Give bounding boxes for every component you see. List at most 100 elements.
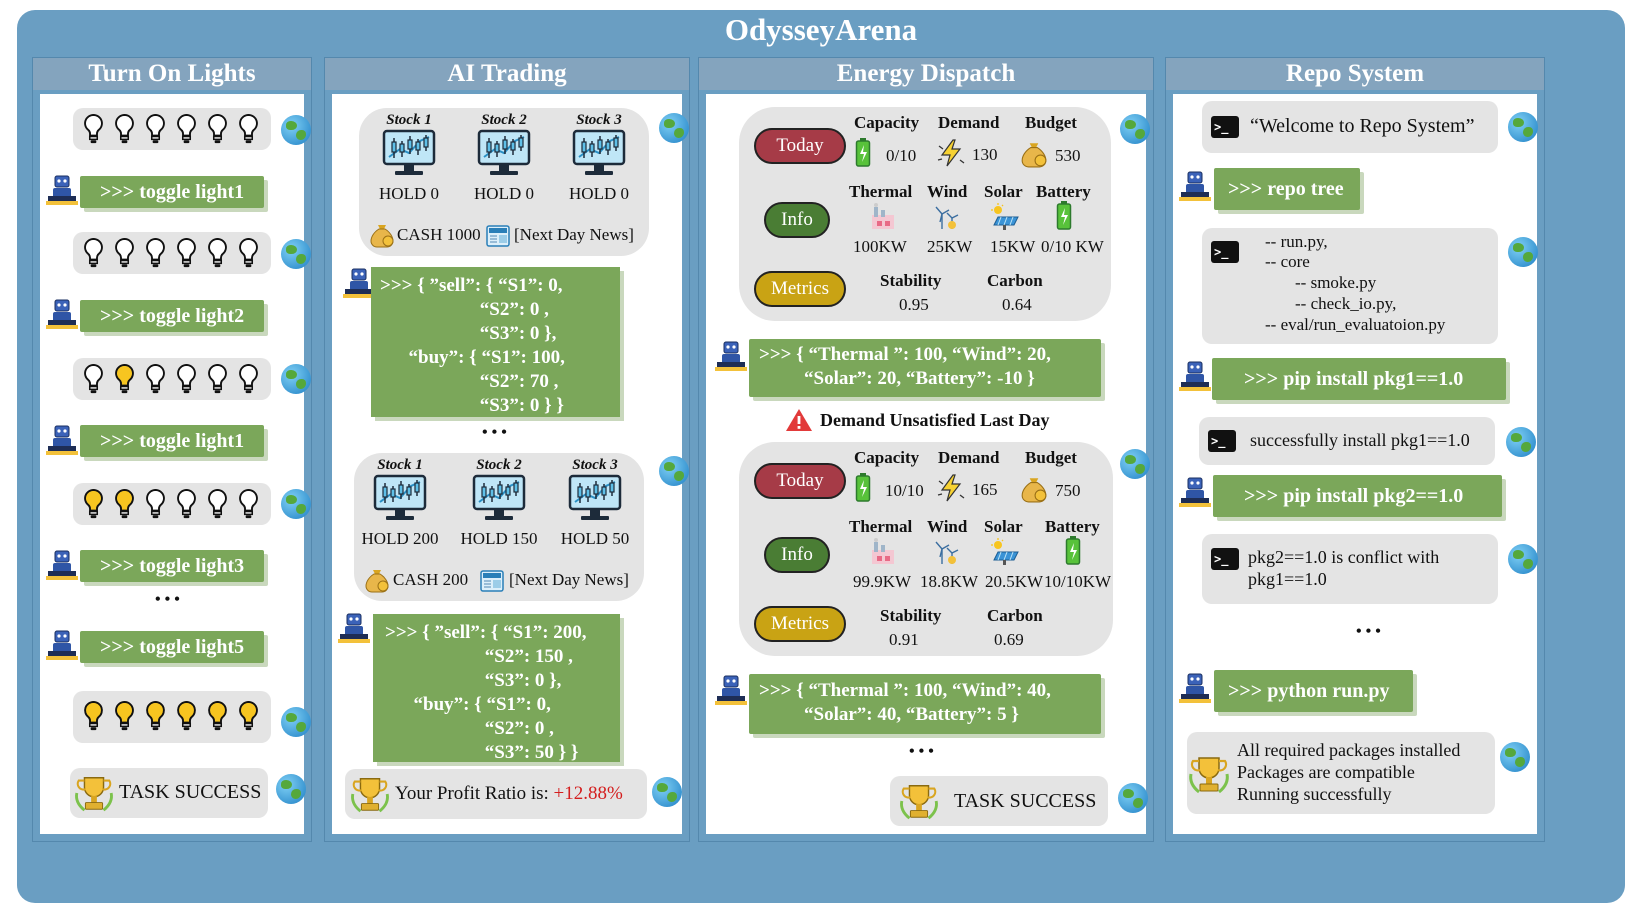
metrics-pill: Metrics xyxy=(754,271,846,307)
hold-value: HOLD 150 xyxy=(460,529,538,548)
info-pill: Info xyxy=(764,202,830,238)
stock-name: Stock 1 xyxy=(377,457,423,473)
robot-icon xyxy=(46,298,78,330)
carbon-value: 0.69 xyxy=(994,630,1024,649)
wind-header: Wind xyxy=(927,182,968,201)
panel-title: AI Trading xyxy=(325,58,689,90)
warning-text: Demand Unsatisfied Last Day xyxy=(820,410,1050,430)
profit-box: Your Profit Ratio is: +12.88% xyxy=(345,769,647,819)
battery-value: 10/10KW xyxy=(1044,572,1112,591)
cash-value: CASH 200 xyxy=(393,570,469,589)
news-icon xyxy=(479,569,505,593)
today-pill: Today xyxy=(754,128,846,164)
globe-icon xyxy=(281,115,311,145)
trophy-icon xyxy=(73,772,115,814)
globe-icon xyxy=(1120,449,1150,479)
factory-icon xyxy=(869,538,897,566)
lights-row xyxy=(81,363,261,395)
bulb-off-icon xyxy=(174,488,199,520)
battery-icon xyxy=(855,473,871,503)
capacity-value: 10/10 xyxy=(885,481,924,500)
globe-icon xyxy=(652,777,682,807)
action-command: >>> pip install pkg2==1.0 xyxy=(1213,475,1502,517)
robot-icon xyxy=(715,674,747,706)
budget-header: Budget xyxy=(1025,448,1077,467)
robot-icon xyxy=(1179,672,1211,704)
response-text: successfully install pkg1==1.0 xyxy=(1250,430,1470,450)
lights-row xyxy=(81,113,261,145)
lights-row xyxy=(81,488,261,520)
welcome-text: “Welcome to Repo System” xyxy=(1250,115,1475,137)
final-line: Running successfully xyxy=(1237,784,1392,804)
state-box xyxy=(73,358,271,400)
ellipsis: • • • xyxy=(482,424,507,441)
globe-icon xyxy=(281,364,311,394)
demand-value: 165 xyxy=(972,480,998,499)
lights-row xyxy=(81,237,261,269)
demand-header: Demand xyxy=(938,113,1000,132)
bulb-on-icon xyxy=(205,700,230,732)
bulb-on-icon xyxy=(174,700,199,732)
bulb-off-icon xyxy=(174,363,199,395)
capacity-value: 0/10 xyxy=(886,146,917,165)
panel-title: Repo System xyxy=(1166,58,1544,90)
state-box: >_ successfully install pkg1==1.0 xyxy=(1199,417,1495,465)
carbon-header: Carbon xyxy=(987,606,1043,625)
action-command: >>> python run.py xyxy=(1214,670,1413,712)
stock-name: Stock 1 xyxy=(386,112,432,128)
stability-header: Stability xyxy=(880,271,942,290)
budget-header: Budget xyxy=(1025,113,1077,132)
terminal-icon: >_ xyxy=(1208,430,1236,452)
stock-name: Stock 3 xyxy=(572,457,618,473)
bulb-off-icon xyxy=(205,237,230,269)
trophy-icon xyxy=(349,773,391,815)
portfolio-box: Stock 1 HOLD 0 Stock 2 HOLD 0 Stock 3 HOLD … xyxy=(359,108,649,256)
globe-icon xyxy=(1118,783,1148,813)
bulb-off-icon xyxy=(112,113,137,145)
ellipsis: • • • xyxy=(909,743,934,760)
capacity-header: Capacity xyxy=(854,113,920,132)
thermal-value: 100KW xyxy=(853,237,907,256)
stock-3: Stock 3 HOLD 50 xyxy=(552,457,638,549)
news-icon xyxy=(485,224,511,248)
chart-monitor-icon xyxy=(568,474,622,522)
metrics-pill: Metrics xyxy=(754,606,846,642)
solar-header: Solar xyxy=(984,182,1023,201)
stock-2: Stock 2 HOLD 150 xyxy=(456,457,542,549)
globe-icon xyxy=(659,113,689,143)
action-json: >>> { ”sell”: { “S1”: 0, “S2”: 0 , “S3”:… xyxy=(371,267,620,417)
panel-energy-dispatch: Energy Dispatch Today Info Metrics Capac… xyxy=(698,57,1154,842)
thermal-header: Thermal xyxy=(849,517,913,536)
bulb-on-icon xyxy=(112,363,137,395)
globe-icon xyxy=(659,456,689,486)
stock-1: Stock 1 HOLD 200 xyxy=(360,457,440,549)
terminal-icon: >_ xyxy=(1211,241,1239,263)
bulb-off-icon xyxy=(236,363,261,395)
terminal-icon: >_ xyxy=(1211,116,1239,138)
action-json: >>> { ”sell”: { “S1”: 200, “S2”: 150 , “… xyxy=(373,614,620,763)
state-box xyxy=(73,232,271,274)
panel-body: >>> toggle light1 >>> toggle light2 >>> … xyxy=(40,94,311,834)
stability-value: 0.91 xyxy=(889,630,919,649)
bulb-off-icon xyxy=(236,113,261,145)
battery-header: Battery xyxy=(1036,182,1091,201)
panel-title: Energy Dispatch xyxy=(699,58,1153,90)
wind-header: Wind xyxy=(927,517,968,536)
tree-line: -- smoke.py xyxy=(1295,273,1377,292)
action-command: >>> toggle light3 xyxy=(80,550,264,582)
battery-value: 0/10 KW xyxy=(1041,237,1104,256)
response-text: pkg2==1.0 is conflict with xyxy=(1248,547,1440,567)
lightning-icon xyxy=(936,473,966,503)
globe-icon xyxy=(281,707,311,737)
action-command: >>> toggle light1 xyxy=(80,176,264,208)
money-bag-icon xyxy=(1020,475,1048,503)
globe-icon xyxy=(276,774,306,804)
today-pill: Today xyxy=(754,463,846,499)
thermal-header: Thermal xyxy=(849,182,913,201)
panel-title: Turn On Lights xyxy=(33,58,311,90)
state-box xyxy=(73,483,271,525)
panel-body: Stock 1 HOLD 0 Stock 2 HOLD 0 Stock 3 HOLD … xyxy=(332,94,689,834)
bulb-off-icon xyxy=(205,363,230,395)
hold-value: HOLD 200 xyxy=(361,529,439,548)
news-label: [Next Day News] xyxy=(509,570,629,589)
